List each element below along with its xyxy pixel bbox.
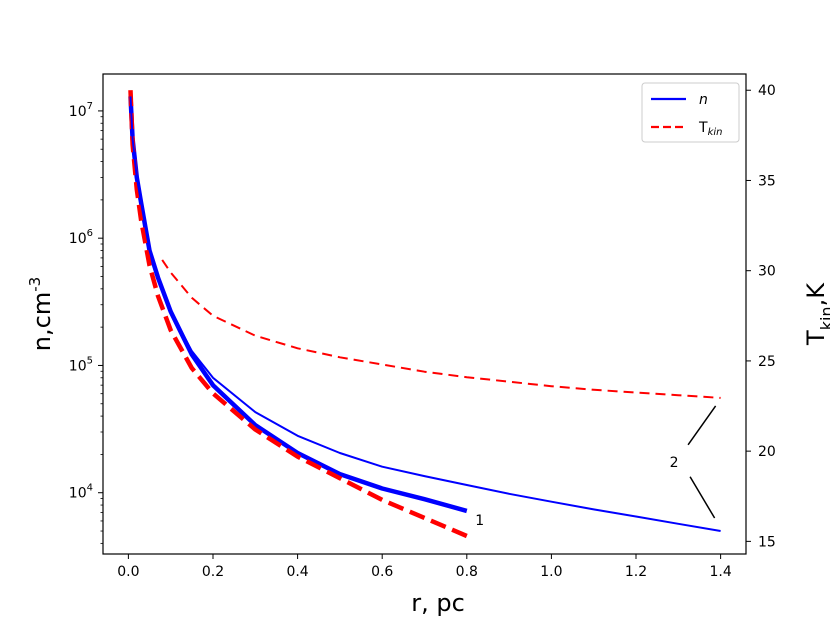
y-left-axis-label: n,cm-3 — [26, 277, 56, 351]
series-tkin-2 — [161, 259, 721, 399]
y-right-tick-label: 35 — [758, 173, 776, 189]
x-tick-label: 0.0 — [117, 564, 139, 580]
series-n-2 — [129, 96, 721, 532]
x-axis-ticks: 0.0 0.2 0.4 0.6 0.8 1.0 1.2 1.4 — [117, 554, 732, 580]
annotation-layer: 12 — [475, 405, 717, 529]
x-tick-label: 1.2 — [625, 564, 647, 580]
y-right-axis-label: Tkin,K — [802, 282, 830, 346]
x-tick-label: 0.6 — [371, 564, 393, 580]
series-tkin-1 — [128, 90, 468, 539]
x-tick-label: 0.8 — [456, 564, 478, 580]
y-left-tick-label: 105 — [69, 355, 93, 374]
annotation-label-1: 1 — [475, 513, 484, 529]
series-layer — [128, 90, 721, 539]
annotation-label-2: 2 — [670, 455, 679, 471]
y-left-axis-ticks: 104 105 106 107 — [69, 101, 103, 544]
y-right-tick-label: 40 — [758, 83, 776, 99]
y-left-tick-label: 107 — [69, 101, 93, 120]
x-tick-label: 1.4 — [709, 564, 731, 580]
annotation-arrow-2-tkin — [687, 405, 717, 446]
y-left-tick-label: 106 — [69, 228, 93, 247]
x-axis-label: r, pc — [411, 589, 465, 617]
legend: n Tkin — [641, 82, 740, 143]
series-n-1 — [128, 96, 468, 514]
x-tick-label: 0.4 — [286, 564, 308, 580]
legend-frame — [641, 82, 740, 143]
y-right-tick-label: 20 — [758, 444, 776, 460]
y-left-tick-label: 104 — [69, 483, 93, 502]
y-right-axis-ticks: 15 20 25 30 35 40 — [746, 83, 776, 550]
y-right-tick-label: 25 — [758, 354, 776, 370]
y-right-tick-label: 30 — [758, 264, 776, 280]
plot-frame — [102, 73, 747, 555]
annotation-arrow-2-n — [689, 476, 716, 519]
x-tick-label: 1.0 — [540, 564, 562, 580]
legend-label-tkin: Tkin — [698, 120, 722, 138]
y-right-tick-label: 15 — [758, 534, 776, 550]
legend-label-n: n — [699, 92, 708, 108]
x-tick-label: 0.2 — [202, 564, 224, 580]
